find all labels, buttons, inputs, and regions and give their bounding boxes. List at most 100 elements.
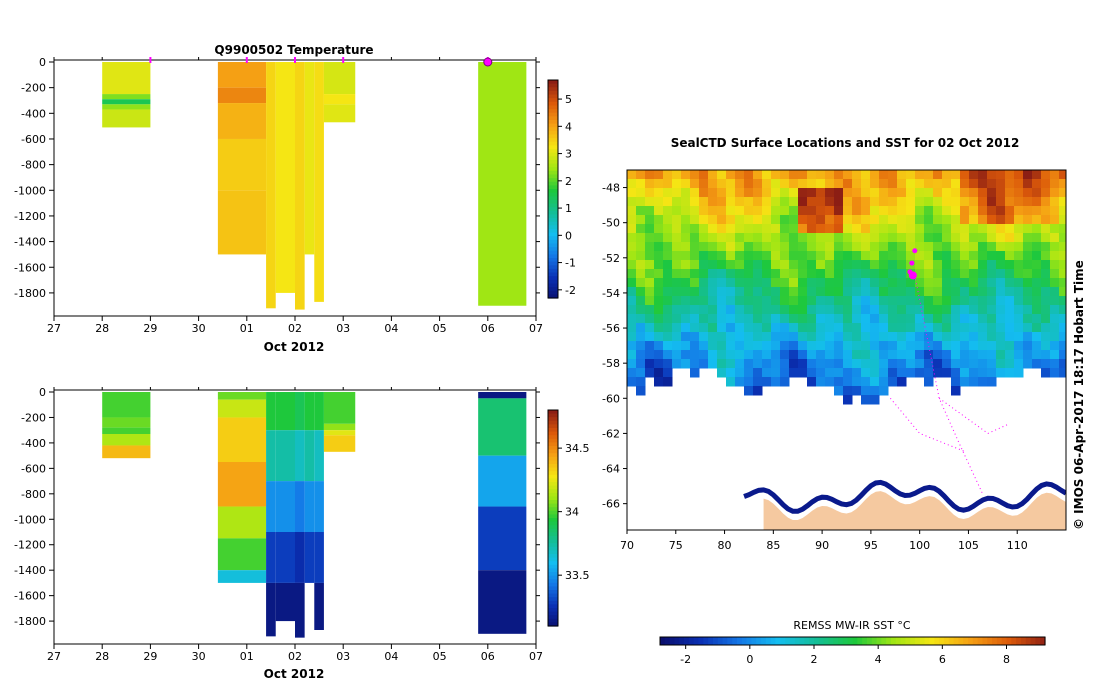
sst-cell-795 — [726, 314, 736, 324]
sst-cell-517 — [870, 260, 880, 270]
sst-cell-1117 — [1014, 368, 1024, 378]
sst-cell-886 — [663, 332, 673, 342]
sst-cell-388 — [1032, 233, 1042, 243]
sst-cell-249 — [663, 215, 673, 225]
sst-cell-129 — [906, 188, 916, 198]
sst-cell-725 — [978, 296, 988, 306]
sst-cell-25 — [852, 170, 862, 180]
sst-cell-734 — [1059, 296, 1066, 306]
sst-cell-235 — [978, 206, 988, 216]
sst-cell-998 — [789, 350, 799, 360]
salinity-profile-4-layer-4 — [295, 582, 305, 638]
sst-cell-1115 — [996, 368, 1006, 378]
sst-colorbar-cell-11 — [712, 637, 719, 645]
temperature-ytick-label-5: -1000 — [14, 184, 46, 197]
sst-colorbar-cell-42 — [862, 637, 868, 645]
sst-cell-8 — [699, 170, 709, 180]
sst-cell-779 — [1023, 305, 1033, 315]
sst-cell-695 — [708, 296, 718, 306]
sst-cell-296 — [645, 224, 655, 234]
sst-cell-833 — [627, 323, 637, 333]
temperature-profile-8-layer-0 — [478, 62, 527, 306]
sst-cell-606 — [789, 278, 799, 288]
sst-cell-670 — [924, 287, 934, 297]
sst-cell-964 — [924, 341, 934, 351]
sst-colorbar-cell-31 — [809, 637, 815, 645]
salinity-colorbar-cell-16 — [548, 467, 558, 472]
temperature-ytick-label-3: -600 — [21, 133, 46, 146]
salinity-profile-8-layer-3 — [478, 506, 527, 571]
sst-cell-259 — [753, 215, 763, 225]
sst-cell-651 — [753, 287, 763, 297]
temperature-colorbar-cell-36 — [548, 210, 558, 216]
sst-cell-16 — [771, 170, 781, 180]
sst-cell-158 — [726, 197, 736, 207]
sst-cell-319 — [852, 224, 862, 234]
sst-cell-1086 — [735, 368, 745, 378]
sst-cell-770 — [942, 305, 952, 315]
sst-cell-840 — [690, 323, 700, 333]
sst-cell-494 — [663, 260, 673, 270]
sst-cell-1026 — [1041, 350, 1051, 360]
sst-cell-418 — [861, 242, 871, 252]
sst-cell-1005 — [852, 350, 862, 360]
sst-cell-295 — [636, 224, 646, 234]
sst-cell-384 — [996, 233, 1006, 243]
salinity-colorbar-cell-10 — [548, 446, 558, 451]
sst-cell-321 — [870, 224, 880, 234]
sst-colorbar-cell-19 — [751, 637, 757, 645]
sst-cell-1151 — [753, 386, 763, 396]
sst-cell-754 — [798, 305, 808, 315]
sst-cell-350 — [690, 233, 700, 243]
temperature-colorbar-cell-51 — [548, 265, 558, 270]
map-xtick-label-3: 85 — [766, 539, 780, 552]
sst-cell-453 — [735, 251, 745, 261]
sst-cell-719 — [924, 296, 934, 306]
sst-cell-932 — [636, 341, 646, 351]
sst-cell-1138 — [861, 377, 871, 387]
sst-cell-984 — [663, 350, 673, 360]
temperature-profile-0-layer-2 — [102, 99, 151, 105]
sst-cell-420 — [879, 242, 889, 252]
sst-cell-1013 — [924, 350, 934, 360]
sst-cell-764 — [888, 305, 898, 315]
sst-cell-189 — [1005, 197, 1015, 207]
sst-cell-593 — [672, 278, 682, 288]
sst-cell-261 — [771, 215, 781, 225]
sst-cell-306 — [735, 224, 745, 234]
sst-cell-1091 — [780, 368, 790, 378]
sst-cell-643 — [681, 287, 691, 297]
sst-cell-913 — [906, 332, 916, 342]
sst-cell-312 — [789, 224, 799, 234]
sst-colorbar-cell-36 — [833, 637, 839, 645]
sst-colorbar-cell-8 — [698, 637, 704, 645]
sst-cell-674 — [960, 287, 970, 297]
sst-cell-489 — [1059, 251, 1066, 261]
salinity-colorbar-cell-30 — [548, 518, 558, 523]
sst-cell-1070 — [996, 359, 1006, 369]
sst-cell-720 — [933, 296, 943, 306]
salinity-profile-2-layer-0 — [266, 392, 276, 431]
sst-cell-325 — [906, 224, 916, 234]
sst-cell-873 — [987, 323, 997, 333]
sst-cell-879 — [1041, 323, 1051, 333]
sst-cell-142 — [1023, 188, 1033, 198]
sst-cell-111 — [744, 188, 754, 198]
sst-cell-1129 — [762, 377, 772, 387]
sst-cell-574 — [942, 269, 952, 279]
sst-cell-51 — [645, 179, 655, 189]
sst-cell-387 — [1023, 233, 1033, 243]
sst-cell-579 — [987, 269, 997, 279]
sst-cell-711 — [852, 296, 862, 306]
sst-cell-845 — [735, 323, 745, 333]
temperature-colorbar-cell-6 — [548, 101, 558, 107]
sst-cell-729 — [1014, 296, 1024, 306]
salinity-colorbar-cell-17 — [548, 471, 558, 476]
sst-cell-907 — [852, 332, 862, 342]
sst-cell-132 — [933, 188, 943, 198]
sst-cell-1034 — [672, 359, 682, 369]
temperature-ytick-label-2: -400 — [21, 107, 46, 120]
sst-cell-452 — [726, 251, 736, 261]
temperature-colorbar-cell-46 — [548, 247, 558, 252]
sst-cell-1143 — [924, 377, 934, 387]
